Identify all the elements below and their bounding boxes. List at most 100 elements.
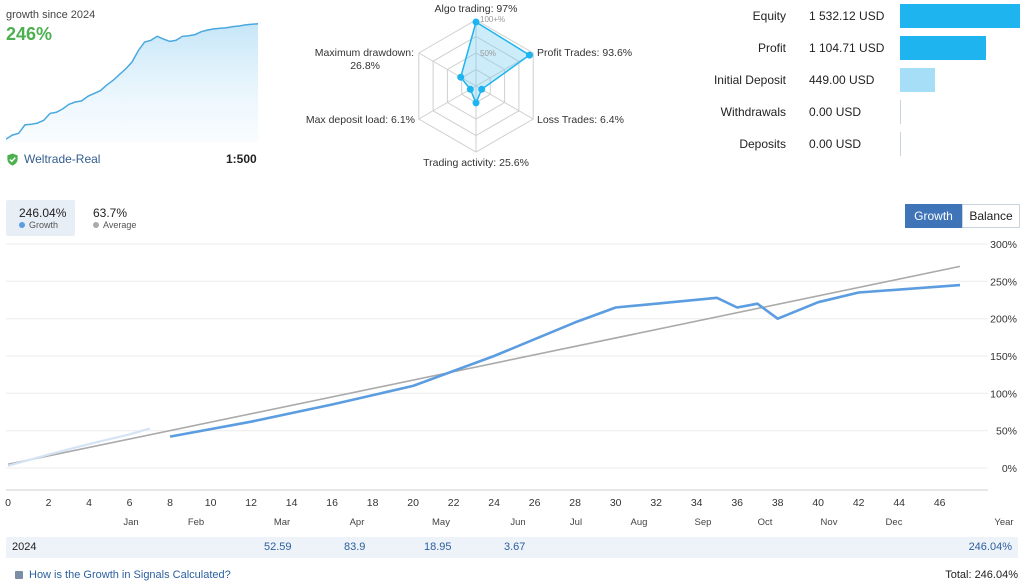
- x-tick-label: 22: [448, 497, 460, 509]
- stat-bar: [900, 68, 935, 92]
- radar-point-profit: [526, 51, 533, 59]
- stat-label: Initial Deposit: [713, 73, 786, 87]
- x-tick-label: 10: [205, 497, 217, 509]
- y-tick-label: 0%: [1002, 463, 1017, 475]
- x-tick-label: 12: [245, 497, 257, 509]
- radar-point-deposit_load: [466, 85, 474, 93]
- stat-bar: [900, 4, 1020, 28]
- radar-label-drawdown: Maximum drawdown:: [315, 47, 414, 59]
- year-label: 2024: [12, 541, 37, 553]
- radar-spoke: [418, 52, 477, 87]
- y-tick-label: 200%: [990, 314, 1017, 326]
- month-label: Feb: [188, 517, 204, 528]
- radar-point-drawdown: [457, 73, 465, 81]
- legend-growth[interactable]: 246.04% Growth: [6, 200, 75, 236]
- x-tick-label: 32: [650, 497, 662, 509]
- legend-growth-value: 246.04%: [19, 206, 67, 220]
- month-value-apr: 83.9: [344, 541, 366, 553]
- x-tick-label: 16: [326, 497, 338, 509]
- average-dot-icon: [93, 222, 99, 228]
- x-tick-label: 20: [407, 497, 419, 509]
- chart-grid: [6, 243, 988, 491]
- month-label: Oct: [758, 517, 773, 528]
- tab-growth-button[interactable]: Growth: [905, 204, 962, 228]
- footer-total: Total: 246.04%: [945, 569, 1018, 581]
- stat-bar: [900, 36, 987, 60]
- x-tick-label: 40: [812, 497, 824, 509]
- radar-scale-100: 100+%: [480, 15, 505, 24]
- radar-chart: 100+% 50% Algo trading: 97% Profit Trade…: [306, 3, 632, 169]
- radar-point-loss: [478, 85, 486, 93]
- legend-average-value: 63.7%: [93, 206, 128, 220]
- x-tick-label: 2: [46, 497, 52, 509]
- y-tick-label: 250%: [990, 276, 1017, 288]
- x-tick-label: 24: [488, 497, 500, 509]
- radar-label-algo: Algo trading: 97%: [435, 3, 518, 15]
- average-series-line: [7, 265, 961, 466]
- x-tick-label: 26: [529, 497, 541, 509]
- legend-average-name: Average: [93, 220, 136, 230]
- legend-average-label: Average: [103, 220, 137, 230]
- radar-scale-50: 50%: [480, 49, 496, 58]
- month-value-jun: 3.67: [504, 541, 526, 553]
- stat-row: Withdrawals 0.00 USD: [676, 100, 1021, 124]
- legend-growth-label: Growth: [29, 220, 59, 230]
- growth-help-link[interactable]: How is the Growth in Signals Calculated?: [15, 569, 231, 581]
- growth-caption: growth since 2024: [6, 9, 96, 21]
- stat-row: Equity 1 532.12 USD: [676, 4, 1021, 28]
- help-square-icon: [15, 571, 23, 579]
- mini-growth-area: [6, 23, 258, 142]
- x-tick-label: 14: [286, 497, 298, 509]
- stat-value: 0.00 USD: [809, 105, 862, 119]
- x-tick-label: 44: [893, 497, 905, 509]
- month-label: Aug: [631, 517, 648, 528]
- growth-series-line: [169, 283, 961, 438]
- legend-growth-name: Growth: [19, 220, 58, 230]
- account-stats: Equity 1 532.12 USD Profit 1 104.71 USD Init…: [676, 4, 1021, 164]
- stat-label: Deposits: [739, 137, 786, 151]
- verified-shield-icon: [7, 152, 18, 166]
- stat-row: Deposits 0.00 USD: [676, 132, 1021, 156]
- growth-help-link-text[interactable]: How is the Growth in Signals Calculated?: [29, 569, 231, 581]
- chart-series: [7, 265, 961, 467]
- mini-growth-chart: [6, 22, 258, 142]
- broker-name[interactable]: Weltrade-Real: [24, 152, 101, 166]
- month-label: Apr: [350, 517, 365, 528]
- legend-average[interactable]: 63.7% Average: [80, 200, 150, 236]
- growth-series-faded-line: [7, 427, 151, 467]
- mini-growth-line: [6, 22, 258, 140]
- x-tick-label: 6: [127, 497, 133, 509]
- x-tick-label: 30: [610, 497, 622, 509]
- radar-label-deposit-load: Max deposit load: 6.1%: [306, 114, 415, 126]
- month-value-mar: 52.59: [264, 541, 292, 553]
- year-total-value: 246.04%: [968, 541, 1012, 553]
- growth-value: 246%: [6, 24, 53, 44]
- month-label: Mar: [274, 517, 290, 528]
- radar-label-drawdown-value: 26.8%: [350, 60, 380, 72]
- x-tick-label: 38: [772, 497, 784, 509]
- stat-label: Equity: [752, 9, 786, 23]
- stat-value: 1 532.12 USD: [809, 9, 885, 23]
- month-label: Sep: [695, 517, 712, 528]
- stat-value: 449.00 USD: [809, 73, 875, 87]
- month-label: Jul: [570, 517, 582, 528]
- radar-points: [457, 18, 533, 107]
- growth-chart: 300%250%200%150%100%50%0% 0 2 4 6 8 10 12 14 16 1…: [5, 239, 1017, 528]
- radar-point-algo: [472, 18, 480, 26]
- stat-label: Withdrawals: [720, 105, 786, 119]
- broker-row[interactable]: Weltrade-Real: [6, 152, 100, 166]
- x-axis-ticks: 0 2 4 6 8 10 12 14 16 18 20 22 24 26 28 30 32 34 36 38 40 42 4…: [5, 497, 946, 509]
- month-label: Year: [994, 517, 1013, 528]
- month-label: Dec: [886, 517, 903, 528]
- leverage-value: 1:500: [226, 152, 257, 166]
- year-summary-row: 2024 52.59 83.9 18.95 3.67 246.04%: [6, 537, 1018, 558]
- stat-row: Profit 1 104.71 USD: [676, 36, 1021, 60]
- x-tick-label: 4: [86, 497, 92, 509]
- x-tick-label: 46: [934, 497, 946, 509]
- month-label: May: [432, 517, 450, 528]
- stat-bar: [900, 100, 901, 124]
- y-axis-ticks: 300% 250% 200% 150% 100% 50% 0%: [990, 239, 1017, 475]
- stat-bar: [900, 132, 901, 156]
- tab-balance-button[interactable]: Balance: [962, 204, 1020, 228]
- y-tick-label: 300%: [990, 239, 1017, 251]
